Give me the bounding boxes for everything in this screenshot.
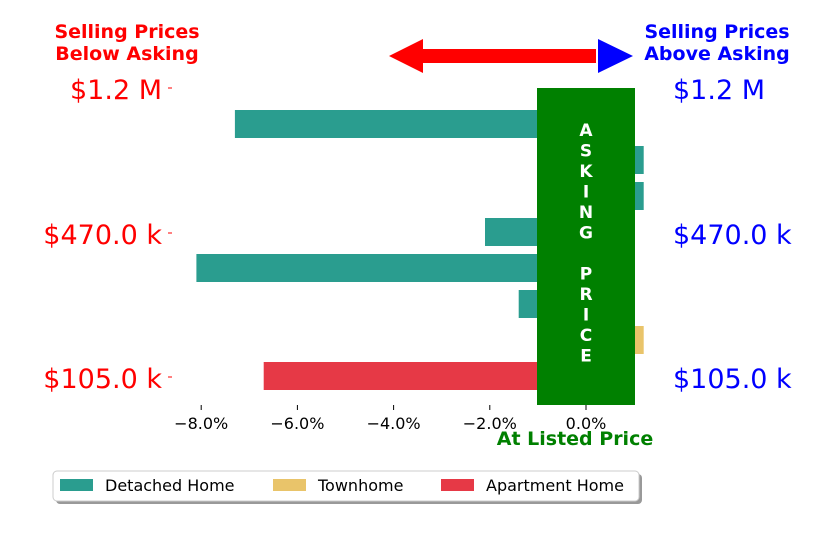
legend-frame bbox=[52, 470, 640, 502]
band-letter: N bbox=[579, 203, 593, 223]
left-price-label: $105.0 k bbox=[43, 364, 162, 395]
left-price-label: $470.0 k bbox=[43, 220, 162, 251]
band-letter: R bbox=[579, 285, 592, 305]
below-asking-label: Selling Prices bbox=[54, 21, 199, 43]
bar-detached-home bbox=[196, 254, 586, 282]
legend-label: Apartment Home bbox=[486, 476, 624, 495]
at-listed-price-label: At Listed Price bbox=[497, 428, 653, 450]
band-letter: G bbox=[579, 224, 593, 244]
left-price-label: $1.2 M bbox=[70, 75, 162, 106]
band-letter: I bbox=[583, 183, 589, 203]
legend-swatch bbox=[273, 479, 306, 491]
right-price-label: $470.0 k bbox=[673, 220, 792, 251]
x-axis: −8.0% −6.0% −4.0% −2.0% 0.0% bbox=[174, 405, 606, 433]
x-tick-label: −2.0% bbox=[463, 414, 517, 433]
legend-swatch bbox=[441, 479, 474, 491]
above-asking-label: Selling Prices bbox=[644, 21, 789, 43]
legend-label: Townhome bbox=[317, 476, 403, 495]
band-letter: K bbox=[579, 162, 593, 182]
bar-detached-home bbox=[234, 110, 586, 138]
band-letter: P bbox=[580, 265, 592, 285]
band-letter: E bbox=[580, 347, 592, 367]
x-tick-label: −6.0% bbox=[270, 414, 324, 433]
band-letter: C bbox=[580, 326, 592, 346]
x-tick-label: −8.0% bbox=[174, 414, 228, 433]
right-arrow bbox=[598, 39, 633, 73]
right-price-label: $105.0 k bbox=[673, 364, 792, 395]
right-price-label: $1.2 M bbox=[673, 75, 765, 106]
band-letter: A bbox=[579, 121, 593, 141]
below-asking-label: Below Asking bbox=[55, 43, 198, 65]
asking-price-band bbox=[537, 88, 635, 405]
x-tick-label: 0.0% bbox=[566, 414, 607, 433]
band-letter: S bbox=[580, 142, 592, 162]
legend-label: Detached Home bbox=[105, 476, 235, 495]
legend: Detached Home Townhome Apartment Home bbox=[52, 470, 642, 504]
x-tick-label: −4.0% bbox=[367, 414, 421, 433]
band-letter: I bbox=[583, 306, 589, 326]
legend-swatch bbox=[60, 479, 93, 491]
above-asking-label: Above Asking bbox=[644, 43, 790, 65]
legend-items: Detached Home Townhome Apartment Home bbox=[60, 476, 624, 495]
left-arrow bbox=[389, 39, 596, 73]
bar-apartment-home bbox=[263, 362, 586, 390]
